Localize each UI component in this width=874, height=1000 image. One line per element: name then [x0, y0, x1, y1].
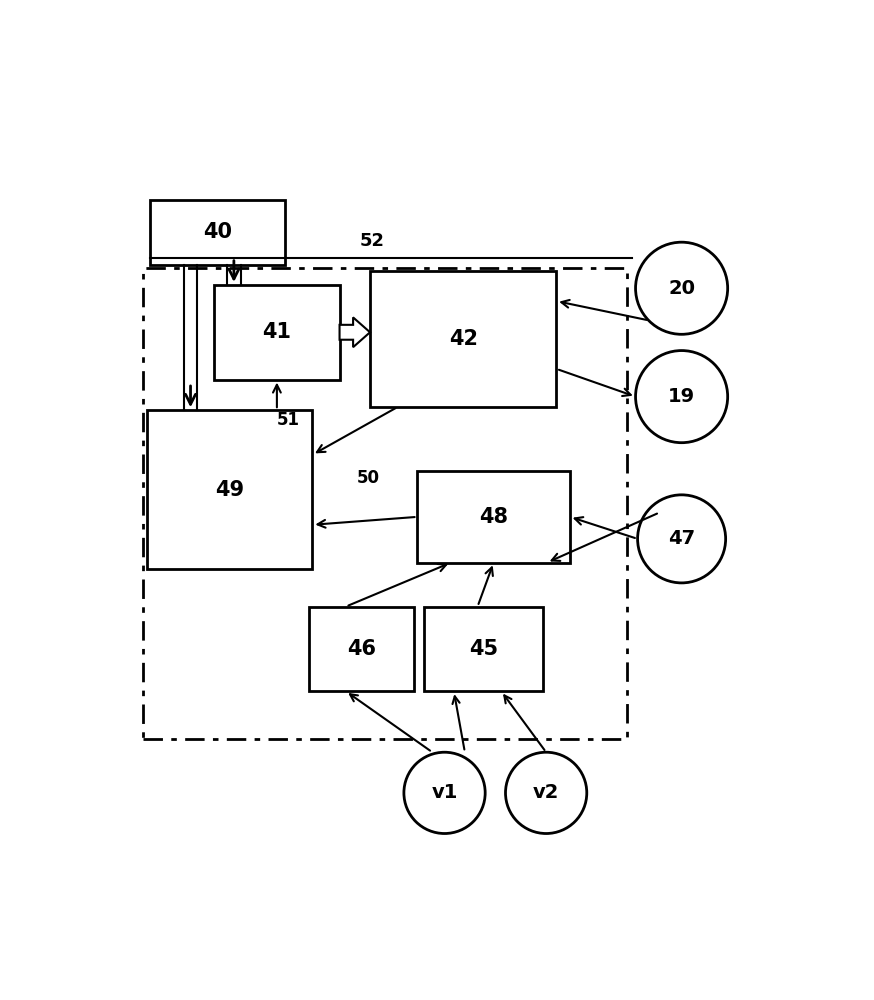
Text: 51: 51: [277, 411, 301, 429]
Circle shape: [505, 752, 586, 834]
Bar: [418, 471, 570, 563]
Bar: [424, 607, 543, 691]
Text: 49: 49: [215, 480, 244, 500]
Bar: [214, 285, 339, 380]
Text: 50: 50: [357, 469, 379, 487]
Text: v2: v2: [533, 783, 559, 802]
Text: 20: 20: [668, 279, 695, 298]
Text: 19: 19: [668, 387, 695, 406]
Text: v1: v1: [432, 783, 458, 802]
Bar: [143, 268, 628, 739]
Text: 41: 41: [262, 322, 291, 342]
Circle shape: [404, 752, 485, 834]
Text: 47: 47: [668, 529, 695, 548]
Text: 52: 52: [360, 232, 385, 250]
Circle shape: [638, 495, 725, 583]
Bar: [147, 410, 313, 569]
Bar: [309, 607, 414, 691]
Text: 48: 48: [479, 507, 508, 527]
Text: 40: 40: [203, 222, 232, 242]
Circle shape: [635, 351, 728, 443]
Text: 42: 42: [448, 329, 478, 349]
Circle shape: [635, 242, 728, 334]
Text: 46: 46: [347, 639, 376, 659]
Bar: [370, 271, 557, 407]
Polygon shape: [339, 317, 370, 347]
Text: 45: 45: [469, 639, 498, 659]
Bar: [150, 200, 285, 265]
